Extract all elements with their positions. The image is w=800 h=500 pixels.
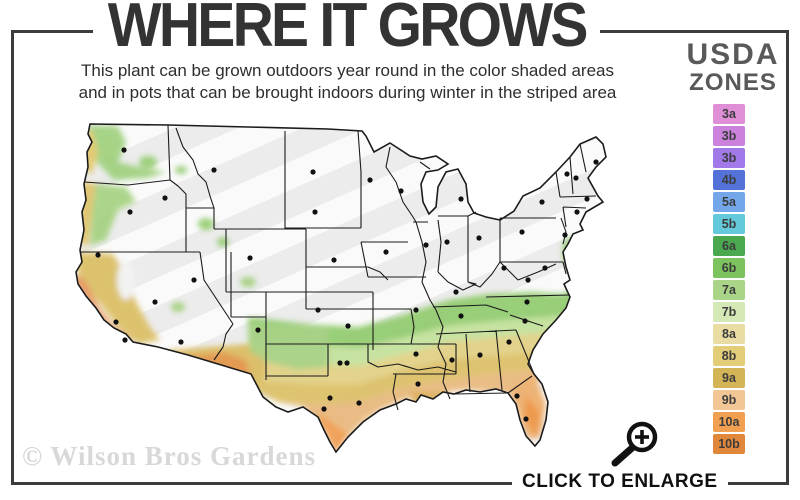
zone-swatch-9a-12: 9a [713,368,745,388]
city-dot [458,313,464,319]
map-fill-layers [76,124,606,452]
magnifier-plus-icon[interactable] [602,416,660,470]
city-dot [506,339,512,345]
city-dot [398,188,404,194]
city-dot [247,255,253,261]
city-dot [127,209,133,215]
city-dot [211,167,217,173]
city-dot [453,289,459,295]
city-dot [312,209,318,215]
legend-heading-zones: ZONES [689,69,777,96]
city-dot [152,299,158,305]
city-dot [562,232,568,238]
zone-swatch-4b-3: 4b [713,170,745,190]
city-dot [458,196,464,202]
city-dot [327,395,333,401]
city-dot [95,252,101,258]
zone-swatch-6a-6: 6a [713,236,745,256]
city-dot [476,235,482,241]
zone-swatch-6b-7: 6b [713,258,745,278]
city-dot [122,337,128,343]
subtitle: This plant can be grown outdoors year ro… [40,60,655,105]
zone-swatch-5b-5: 5b [713,214,745,234]
city-dot [593,159,599,165]
city-dot [367,177,373,183]
city-dot [444,239,450,245]
city-dot [514,393,520,399]
zone-swatch-9b-13: 9b [713,390,745,410]
page-title-text: WHERE IT GROWS [93,0,601,58]
city-dot [178,339,184,345]
city-dot [524,299,530,305]
city-dot [564,171,570,177]
zone-swatch-3b-2: 3b [713,148,745,168]
usda-zones-legend: 3a 3b 3b 4b 5a 5b 6a 6b 7a 7b 8a 8b 9a 9b 10a 10b [713,104,745,456]
zone-swatch-3a-0: 3a [713,104,745,124]
zone-swatch-8b-11: 8b [713,346,745,366]
city-dot [501,265,507,271]
city-dot [344,360,350,366]
zone-swatch-7b-9: 7b [713,302,745,322]
city-dot [573,175,579,181]
usa-zone-map [75,123,607,453]
city-dot [574,209,580,215]
city-dot [542,265,548,271]
subtitle-line-2: and in pots that can be brought indoors … [78,83,617,103]
city-dot [415,381,421,387]
click-to-enlarge-label[interactable]: CLICK TO ENLARGE [512,471,728,493]
city-dot [383,249,389,255]
city-dot [315,307,321,313]
city-dot [522,318,528,324]
city-dot [413,351,419,357]
click-to-enlarge[interactable]: CLICK TO ENLARGE [512,471,728,493]
subtitle-line-1: This plant can be grown outdoors year ro… [81,61,614,80]
city-dot [539,199,545,205]
zone-swatch-8a-10: 8a [713,324,745,344]
city-dot [523,416,529,422]
city-dot [345,323,351,329]
city-dot [525,277,531,283]
city-dot [113,319,119,325]
city-dot [519,229,525,235]
city-dot [337,360,343,366]
legend-heading-usda: USDA [686,38,780,71]
city-dot [477,352,483,358]
city-dot [255,327,261,333]
city-dot [191,277,197,283]
zone-swatch-3b-1: 3b [713,126,745,146]
city-dot [162,195,168,201]
city-dot [331,257,337,263]
legend-heading: USDA ZONES [672,40,794,96]
city-dots-layer [95,147,599,422]
city-dot [321,406,327,412]
city-dot [356,400,362,406]
city-dot [449,357,455,363]
city-dot [413,307,419,313]
zone-swatch-10b-15: 10b [713,434,745,454]
watermark: © Wilson Bros Gardens [22,441,316,471]
zone-swatch-10a-14: 10a [713,412,745,432]
city-dot [121,147,127,153]
city-dot [584,196,590,202]
state-boundaries [80,124,597,411]
city-dot [423,242,429,248]
zone-swatch-7a-8: 7a [713,280,745,300]
page-title: WHERE IT GROWS [36,0,658,58]
city-dot [310,169,316,175]
zone-swatch-5a-4: 5a [713,192,745,212]
